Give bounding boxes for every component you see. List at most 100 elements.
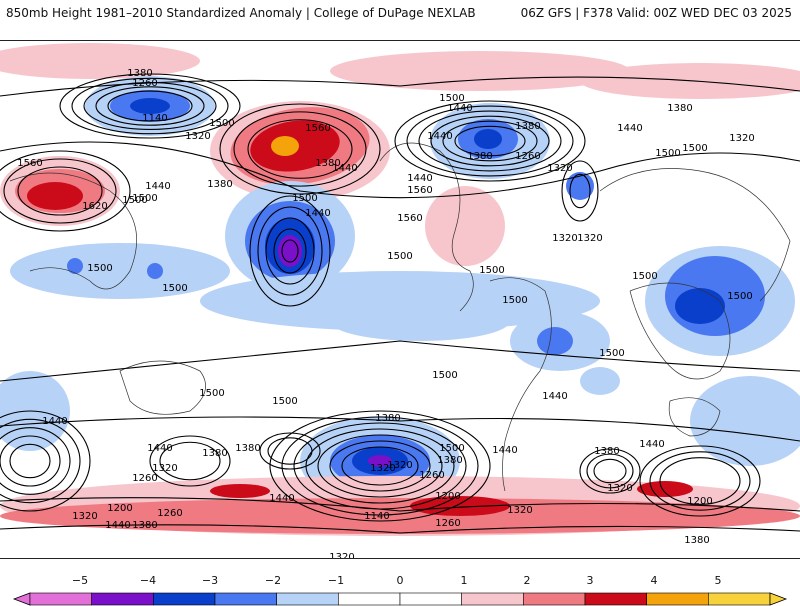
colorbar-tick-label: 0 xyxy=(396,574,404,587)
contour-label: 1140 xyxy=(364,511,389,522)
map-panel: 1380 1260 1140 1320 1500 1560 1380 1440 1560 1620… xyxy=(0,40,800,559)
coastline-4 xyxy=(9,172,137,290)
contour-label: 1440 xyxy=(639,439,664,450)
coastlines xyxy=(9,142,791,492)
colorbar-tick-label: 3 xyxy=(586,574,594,587)
contour-label: 1440 xyxy=(447,103,472,114)
contour-label: 1200 xyxy=(687,496,712,507)
anomaly-region-29 xyxy=(675,288,725,324)
colorbar-high-arrow xyxy=(769,592,788,606)
colorbar-tick-label: −4 xyxy=(139,574,157,587)
contour-label: 1380 xyxy=(235,443,260,454)
contour-label: 1500 xyxy=(209,118,234,129)
contour-ring-7-2 xyxy=(0,427,71,495)
colorbar-tick-label: 4 xyxy=(650,574,658,587)
anomaly-region-42 xyxy=(210,484,270,498)
contour-ring-1-0 xyxy=(394,100,586,182)
contour-label: 1320 xyxy=(507,505,532,516)
anomaly-region-31 xyxy=(537,327,573,355)
contour-ring-8-2 xyxy=(659,457,741,505)
anomaly-region-25 xyxy=(147,263,163,279)
anomaly-region-37 xyxy=(690,376,800,466)
contour-label: 1140 xyxy=(142,113,167,124)
contour-label: 1500 xyxy=(432,370,457,381)
contour-label: 1440 xyxy=(145,181,170,192)
contour-label: 1500 xyxy=(502,295,527,306)
anomaly-region-43 xyxy=(637,481,693,497)
zonal-contour-2 xyxy=(0,340,800,382)
anomaly-region-23 xyxy=(330,301,510,341)
contour-label: 1440 xyxy=(147,443,172,454)
contour-label: 1380 xyxy=(547,558,572,559)
contour-ring-9-0 xyxy=(579,448,641,494)
colorbar-segment-11 xyxy=(708,592,771,606)
anomaly-region-21 xyxy=(10,243,230,299)
contour-label: 1320 xyxy=(577,233,602,244)
contour-label: 1440 xyxy=(427,131,452,142)
coastline-0 xyxy=(379,142,474,312)
contour-label: 1380 xyxy=(437,455,462,466)
contour-ring-4-0 xyxy=(0,150,131,232)
zonal-contour-1 xyxy=(0,141,800,199)
contour-ring-0-1 xyxy=(71,77,229,135)
contour-label: 1320 xyxy=(387,460,412,471)
colorbar-segment-3 xyxy=(214,592,277,606)
contour-ring-2-2 xyxy=(265,217,315,285)
contour-label: 1380 xyxy=(667,103,692,114)
colorbar-tick-label: 1 xyxy=(460,574,468,587)
contour-ring-8-1 xyxy=(649,451,751,511)
header: 850mb Height 1981–2010 Standardized Anom… xyxy=(0,0,800,32)
contour-label: 1560 xyxy=(305,123,330,134)
contour-ring-9-2 xyxy=(593,458,627,484)
contour-ring-7-1 xyxy=(0,418,81,504)
contour-ring-3-1 xyxy=(281,416,479,516)
contour-label: 1620 xyxy=(82,201,107,212)
contour-label: 1500 xyxy=(272,396,297,407)
contour-label: 1380 xyxy=(594,446,619,457)
colorbar-segment-10 xyxy=(646,592,709,606)
contour-label: 1320 xyxy=(329,552,354,559)
contour-label: 1380 xyxy=(315,158,340,169)
contour-ring-1-1 xyxy=(406,105,574,177)
contour-label: 1320 xyxy=(729,133,754,144)
coastline-2 xyxy=(599,168,791,302)
contour-ring-2-1 xyxy=(257,206,323,296)
contour-label: 1200 xyxy=(107,503,132,514)
contour-label: 1380 xyxy=(515,121,540,132)
contour-label: 1260 xyxy=(515,151,540,162)
contour-ring-11-0 xyxy=(149,435,231,487)
colorbar-segment-5 xyxy=(338,592,401,606)
contour-ring-10-1 xyxy=(267,437,313,465)
model-run-info: 06Z GFS | F378 Valid: 00Z WED DEC 03 202… xyxy=(520,6,792,20)
contour-label: 1500 xyxy=(87,263,112,274)
contour-ring-8-0 xyxy=(639,445,761,517)
contour-label: 1500 xyxy=(199,388,224,399)
contour-label: 1440 xyxy=(492,445,517,456)
anomaly-region-35 xyxy=(368,455,392,467)
contour-ring-7-4 xyxy=(9,443,51,479)
colorbar-strip xyxy=(12,592,788,606)
anomaly-region-1 xyxy=(330,51,630,91)
contour-label: 1320 xyxy=(552,233,577,244)
contour-label: 1260 xyxy=(132,78,157,89)
contour-label: 1320 xyxy=(72,511,97,522)
map-title: 850mb Height 1981–2010 Standardized Anom… xyxy=(6,6,476,20)
contour-label: 1500 xyxy=(162,283,187,294)
coastline-3 xyxy=(629,282,731,380)
contour-label: 1380 xyxy=(467,151,492,162)
colorbar-tick-label: 2 xyxy=(523,574,531,587)
contour-label: 1560 xyxy=(17,158,42,169)
contour-ring-1-5 xyxy=(454,125,526,157)
contour-label: 1440 xyxy=(332,163,357,174)
contour-ring-5-2 xyxy=(247,119,353,179)
colorbar: −5 −4 −3 −2 −1 0 1 2 3 4 5 xyxy=(0,560,800,606)
zonal-contour-3 xyxy=(0,416,800,442)
contour-label: 1380 xyxy=(202,448,227,459)
contour-label: 1200 xyxy=(435,491,460,502)
contour-ring-0-3 xyxy=(95,86,205,126)
contour-label: 1380 xyxy=(207,179,232,190)
contour-label: 1500 xyxy=(727,291,752,302)
contour-ring-4-2 xyxy=(17,166,103,216)
colorbar-segment-0 xyxy=(29,592,92,606)
